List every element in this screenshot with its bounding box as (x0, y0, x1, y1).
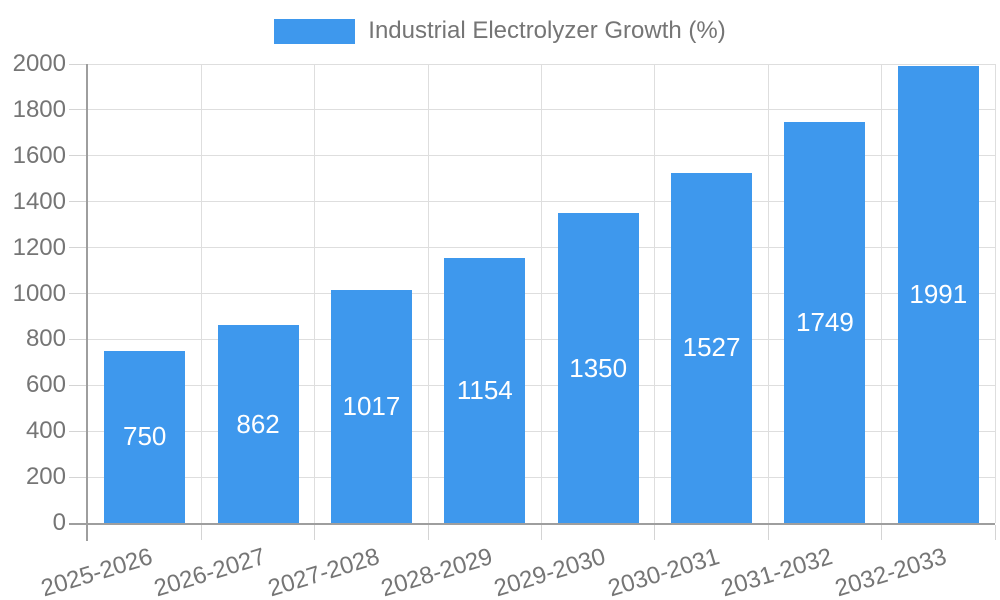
x-tick (200, 525, 202, 540)
bar-value-label: 1749 (796, 306, 854, 337)
bar: 1527 (671, 172, 753, 523)
legend-label: Industrial Electrolyzer Growth (%) (368, 17, 726, 44)
bar-value-label: 1991 (909, 279, 968, 310)
x-axis-tick-label: 2027-2028 (264, 543, 383, 600)
x-axis-tick-label: 2025-2026 (37, 543, 156, 600)
bar-value-label: 1154 (456, 375, 513, 406)
x-axis-line (69, 523, 995, 525)
x-tick (427, 525, 429, 540)
y-tick (69, 155, 88, 157)
x-gridline (314, 64, 316, 523)
x-axis-tick-label: 2030-2031 (604, 543, 723, 600)
y-axis-tick-label: 400 (25, 417, 66, 445)
legend-swatch (274, 18, 356, 44)
y-axis-tick-label: 2000 (12, 50, 66, 77)
x-tick (654, 525, 656, 540)
bar-value-label: 750 (122, 421, 167, 452)
y-tick (69, 109, 88, 111)
y-tick (69, 430, 88, 432)
chart-legend: Industrial Electrolyzer Growth (%) (0, 17, 1000, 45)
bar-value-label: 1527 (682, 332, 741, 363)
y-tick (69, 476, 88, 478)
x-tick (881, 525, 883, 540)
bar: 862 (217, 325, 299, 523)
x-gridline (767, 64, 769, 523)
y-tick (69, 201, 88, 203)
x-axis-tick-label: 2029-2030 (491, 543, 610, 600)
y-axis-line (86, 64, 88, 541)
bar-value-label: 1350 (569, 352, 628, 383)
y-axis-tick-label: 0 (52, 509, 66, 536)
x-gridline (541, 64, 542, 523)
y-tick (69, 338, 88, 340)
x-axis-tick-label: 2028-2029 (378, 543, 496, 600)
x-tick (541, 525, 542, 540)
bar: 1749 (784, 121, 866, 523)
bar-value-label: 862 (236, 408, 280, 439)
bar: 1017 (330, 289, 412, 523)
x-tick (314, 525, 316, 540)
y-axis-tick-label: 1200 (12, 233, 66, 261)
y-tick (69, 63, 88, 65)
x-gridline (427, 64, 429, 523)
y-tick (69, 293, 88, 294)
y-axis-tick-label: 1000 (12, 279, 66, 307)
x-gridline (200, 64, 202, 523)
y-axis-tick-label: 1600 (12, 141, 66, 169)
bar: 750 (104, 350, 186, 523)
x-axis-tick-label: 2031-2032 (718, 543, 836, 600)
bar: 1991 (897, 66, 979, 523)
y-axis-tick-label: 800 (25, 325, 66, 353)
y-axis-tick-label: 200 (25, 463, 66, 491)
y-axis-tick-label: 1400 (12, 187, 66, 215)
bar-value-label: 1017 (342, 390, 401, 421)
x-axis-tick-label: 2032-2033 (831, 543, 950, 600)
x-axis-tick-label: 2026-2027 (151, 543, 269, 600)
y-tick (69, 247, 88, 249)
x-gridline (881, 64, 883, 523)
bar: 1350 (557, 213, 639, 523)
y-axis-tick-label: 1800 (12, 95, 66, 123)
y-tick (69, 384, 88, 386)
x-gridline (994, 64, 996, 523)
legend-item[interactable]: Industrial Electrolyzer Growth (%) (274, 17, 726, 45)
x-tick (767, 525, 769, 540)
x-tick (994, 525, 996, 540)
y-axis-tick-label: 600 (25, 371, 66, 399)
x-gridline (654, 64, 656, 523)
bar: 1154 (444, 258, 526, 523)
